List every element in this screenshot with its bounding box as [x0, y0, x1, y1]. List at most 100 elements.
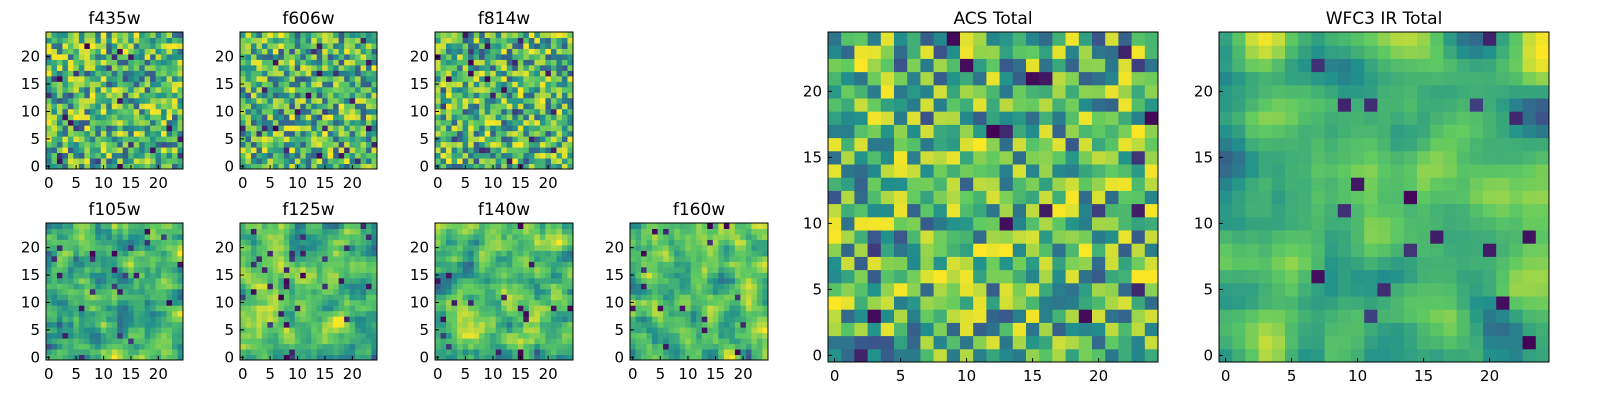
- heatmap-cell: [707, 299, 714, 306]
- heatmap-cell: [920, 216, 935, 231]
- heatmap-cell: [371, 119, 378, 126]
- heatmap-cell: [960, 203, 974, 218]
- heatmap-cell: [166, 108, 173, 115]
- heatmap-cell: [1065, 256, 1080, 271]
- heatmap-cell: [641, 255, 648, 262]
- heatmap-cell: [133, 114, 140, 121]
- heatmap-cell: [289, 108, 296, 115]
- heatmap-cell: [78, 283, 85, 290]
- heatmap-cell: [56, 332, 63, 339]
- heatmap-cell: [495, 141, 502, 148]
- heatmap-cell: [161, 233, 168, 240]
- heatmap-cell: [155, 288, 162, 295]
- heatmap-cell: [338, 32, 345, 38]
- heatmap-cell: [46, 158, 52, 165]
- heatmap-cell: [360, 59, 367, 66]
- heatmap-cell: [100, 125, 107, 132]
- heatmap-cell: [51, 119, 58, 126]
- heatmap-cell: [139, 299, 146, 306]
- heatmap-cell: [366, 332, 373, 339]
- heatmap-cell: [283, 288, 290, 295]
- heatmap-cell: [685, 277, 692, 284]
- heatmap-cell: [1052, 309, 1067, 323]
- heatmap-cell: [506, 108, 513, 115]
- heatmap-cell: [696, 228, 703, 235]
- heatmap-cell: [161, 64, 168, 71]
- heatmap-cell: [523, 332, 530, 339]
- heatmap-cell: [166, 42, 173, 49]
- heatmap-cell: [133, 294, 140, 301]
- heatmap-cell: [333, 294, 340, 301]
- heatmap-cell: [56, 272, 63, 279]
- heatmap-cell: [567, 152, 574, 159]
- heatmap-cell: [534, 86, 541, 93]
- heatmap-cell: [1092, 177, 1106, 191]
- heatmap-cell: [663, 321, 670, 328]
- heatmap-cell: [451, 250, 458, 257]
- heatmap-cell: [338, 332, 345, 339]
- heatmap-cell: [512, 119, 519, 126]
- heatmap-cell: [46, 42, 52, 49]
- heatmap-cell: [668, 299, 675, 306]
- heatmap-cell: [371, 64, 378, 71]
- heatmap-cell: [338, 299, 345, 306]
- heatmap-cell: [495, 97, 502, 104]
- heatmap-cell: [316, 130, 323, 137]
- heatmap-cell: [663, 272, 670, 279]
- heatmap-cell: [490, 141, 497, 148]
- heatmap-cell: [294, 228, 301, 235]
- heatmap-cell: [344, 48, 351, 55]
- heatmap-cell: [371, 108, 378, 115]
- panel-title: f160w: [673, 200, 725, 220]
- heatmap-cell: [51, 136, 58, 143]
- heatmap-cell: [663, 338, 670, 345]
- heatmap-cell: [440, 48, 447, 55]
- heatmap-cell: [240, 332, 246, 339]
- heatmap-cell: [95, 158, 102, 165]
- heatmap-cell: [751, 272, 758, 279]
- heatmap-cell: [880, 137, 895, 152]
- heatmap-cell: [366, 152, 373, 159]
- heatmap-cell: [556, 86, 563, 93]
- heatmap-cell: [95, 103, 102, 110]
- heatmap-cell: [73, 64, 80, 71]
- heatmap-cell: [161, 147, 168, 154]
- heatmap-cell: [457, 277, 464, 284]
- heatmap-cell: [506, 48, 513, 55]
- heatmap-cell: [366, 349, 373, 356]
- heatmap-cell: [150, 163, 157, 170]
- heatmap-cell: [685, 244, 692, 251]
- heatmap-cell: [1105, 216, 1119, 231]
- heatmap-cell: [707, 288, 714, 295]
- heatmap-cell: [550, 233, 557, 240]
- heatmap-cell: [256, 64, 263, 71]
- heatmap-cell: [1144, 190, 1159, 205]
- heatmap-cell: [338, 64, 345, 71]
- heatmap-cell: [73, 338, 80, 345]
- heatmap-cell: [490, 119, 497, 126]
- heatmap-cell: [751, 255, 758, 262]
- heatmap-cell: [468, 32, 475, 38]
- heatmap-cell: [371, 37, 378, 44]
- heatmap-cell: [144, 255, 151, 262]
- heatmap-cell: [144, 332, 151, 339]
- heatmap-cell: [440, 272, 447, 279]
- heatmap-cell: [166, 233, 173, 240]
- x-tick-label: 15: [315, 174, 334, 192]
- heatmap-cell: [161, 141, 168, 148]
- heatmap-cell: [161, 136, 168, 143]
- heatmap-cell: [663, 255, 670, 262]
- heatmap-cell: [51, 141, 58, 148]
- heatmap-cell: [338, 130, 345, 137]
- heatmap-cell: [122, 261, 129, 268]
- heatmap-cell: [111, 277, 118, 284]
- heatmap-cell: [172, 108, 179, 115]
- heatmap-cell: [528, 37, 535, 44]
- heatmap-cell: [349, 64, 356, 71]
- heatmap-cell: [128, 239, 135, 246]
- heatmap-cell: [256, 223, 263, 229]
- heatmap-cell: [117, 255, 124, 262]
- heatmap-cell: [366, 81, 373, 88]
- heatmap-cell: [652, 283, 659, 290]
- heatmap-cell: [880, 203, 895, 218]
